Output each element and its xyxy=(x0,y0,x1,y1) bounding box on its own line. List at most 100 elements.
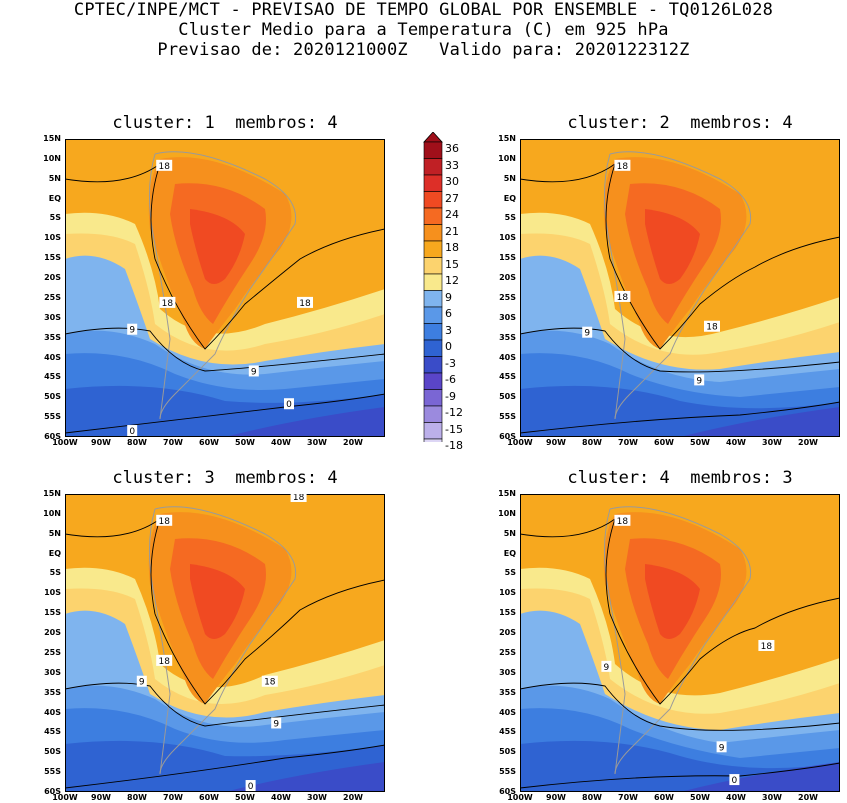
colorbar-level-label: 0 xyxy=(445,340,452,354)
colorbar-swatch xyxy=(423,438,443,442)
contour-label-box xyxy=(614,514,631,526)
colorbar-swatch xyxy=(423,306,443,324)
contour-label-box xyxy=(694,374,705,386)
lat-tick-label: 10S xyxy=(499,233,516,243)
contour-label: 0 xyxy=(286,400,292,410)
panel-title: cluster: 4 membros: 3 xyxy=(567,468,793,488)
contour-label: 18 xyxy=(617,293,629,303)
contour-label: 18 xyxy=(162,299,174,309)
contour-label: 18 xyxy=(158,657,170,667)
contour-label: 9 xyxy=(584,329,590,339)
lat-tick-label: 10S xyxy=(499,588,516,598)
colorbar-level-label: -15 xyxy=(445,422,463,436)
colorbar xyxy=(423,132,443,442)
lat-tick-label: 60S xyxy=(499,787,516,796)
lon-tick-label: 70W xyxy=(618,438,638,447)
lon-tick-label: 70W xyxy=(163,793,183,802)
lon-tick-label: 80W xyxy=(582,438,602,447)
contour-label: 18 xyxy=(761,642,773,652)
lat-tick-label: 35S xyxy=(499,687,516,697)
contour-label-box xyxy=(297,296,313,308)
contour-label: 9 xyxy=(273,719,279,729)
lon-tick-label: 30W xyxy=(762,438,782,447)
lat-tick-label: 40S xyxy=(44,352,61,362)
contour-label: 9 xyxy=(129,326,135,336)
contour-label-box xyxy=(136,675,147,687)
contour-label: 9 xyxy=(696,376,702,386)
lat-tick-label: 10N xyxy=(43,153,61,163)
lon-tick-label: 60W xyxy=(199,793,219,802)
contour-label-box xyxy=(156,654,173,666)
lat-tick-label: 25S xyxy=(44,292,61,302)
lat-tick-label: 15N xyxy=(498,134,516,143)
chart-header-line-2: Cluster Medio para a Temperatura (C) em … xyxy=(178,20,669,40)
colorbar-swatch xyxy=(423,422,443,440)
colorbar-level-label: -6 xyxy=(445,373,456,387)
lat-tick-label: 55S xyxy=(44,767,61,777)
lat-tick-label: 50S xyxy=(44,747,61,757)
contour-label-box xyxy=(729,774,740,786)
colorbar-swatch xyxy=(423,339,443,357)
colorbar-swatch xyxy=(423,372,443,390)
lat-tick-label: 20S xyxy=(499,273,516,283)
lon-tick-label: 20W xyxy=(343,438,363,447)
temperature-map-panel: 18 18 18 9 9 xyxy=(520,139,840,437)
contour-label: 18 xyxy=(617,517,629,527)
lat-tick-label: 25S xyxy=(499,292,516,302)
lat-tick-label: 15S xyxy=(499,253,516,263)
lat-tick-label: 25S xyxy=(499,647,516,657)
contour-label-box xyxy=(156,514,173,526)
lat-tick-label: 5S xyxy=(49,568,61,578)
lat-tick-label: 35S xyxy=(44,687,61,697)
lon-tick-label: 20W xyxy=(343,793,363,802)
colorbar-swatch xyxy=(423,240,443,258)
colorbar-level-label: 9 xyxy=(445,290,452,304)
lat-tick-label: 10N xyxy=(43,508,61,518)
lat-tick-label: 25S xyxy=(44,647,61,657)
lon-tick-label: 100W xyxy=(507,438,533,447)
lon-tick-label: 50W xyxy=(235,793,255,802)
colorbar-level-label: 15 xyxy=(445,257,459,271)
lon-tick-label: 20W xyxy=(798,438,818,447)
lat-tick-label: 5N xyxy=(503,528,516,538)
lat-tick-label: 45S xyxy=(499,372,516,382)
lon-tick-label: 90W xyxy=(91,793,111,802)
lon-tick-label: 80W xyxy=(582,793,602,802)
lon-tick-label: 60W xyxy=(199,438,219,447)
colorbar-swatch xyxy=(423,257,443,275)
colorbar-swatch xyxy=(423,356,443,374)
lat-tick-label: 15S xyxy=(499,608,516,618)
contour-label-box xyxy=(127,425,138,437)
lon-tick-label: 100W xyxy=(52,438,78,447)
colorbar-level-label: 36 xyxy=(445,142,459,156)
contour-label: 18 xyxy=(264,678,276,688)
lat-tick-label: 30S xyxy=(499,312,516,322)
temperature-map-panel: 18 18 18 9 9 0 0 xyxy=(65,139,385,437)
lon-tick-label: 100W xyxy=(52,793,78,802)
lat-tick-label: 40S xyxy=(44,707,61,717)
lat-tick-label: 5N xyxy=(48,528,61,538)
lat-tick-label: 50S xyxy=(44,392,61,402)
lon-tick-label: 30W xyxy=(307,793,327,802)
lat-tick-label: 5S xyxy=(504,213,516,223)
contour-label-box xyxy=(284,398,294,410)
lat-tick-label: 45S xyxy=(44,372,61,382)
lon-tick-label: 30W xyxy=(307,438,327,447)
lat-tick-label: 15N xyxy=(43,134,61,143)
lon-tick-label: 60W xyxy=(654,793,674,802)
temperature-map-panel: 18 18 9 9 0 xyxy=(520,494,840,792)
lon-tick-label: 40W xyxy=(726,438,746,447)
lat-tick-label: 40S xyxy=(499,707,516,717)
lat-tick-label: 5S xyxy=(504,568,516,578)
lon-tick-label: 40W xyxy=(726,793,746,802)
contour-label-box xyxy=(245,780,256,792)
contour-label-box xyxy=(290,494,307,502)
colorbar-swatch xyxy=(423,224,443,242)
lat-tick-label: 35S xyxy=(499,332,516,342)
lon-tick-label: 70W xyxy=(618,793,638,802)
colorbar-level-label: -9 xyxy=(445,389,456,403)
lat-tick-label: 55S xyxy=(44,412,61,422)
chart-header-line-3: Previsao de: 2020121000Z Valido para: 20… xyxy=(157,40,690,60)
contour-label: 0 xyxy=(129,427,135,437)
lat-tick-label: 45S xyxy=(44,727,61,737)
